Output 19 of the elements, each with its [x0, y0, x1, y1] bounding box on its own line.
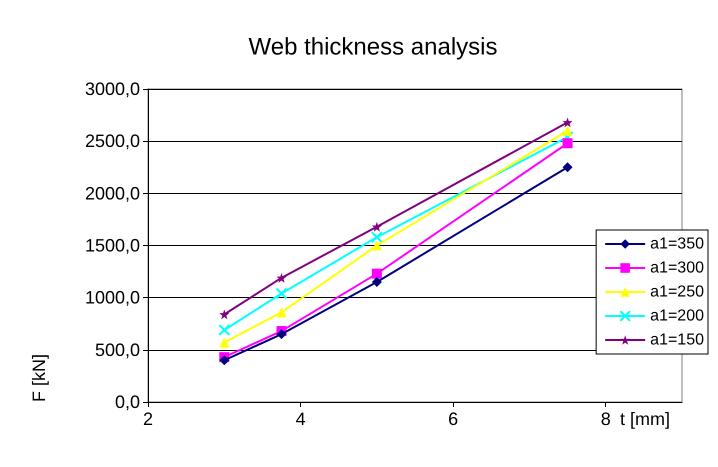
- y-tick-label: 3000,0: [84, 79, 140, 99]
- legend-label: a1=150: [650, 332, 704, 348]
- y-tick-label: 2500,0: [84, 131, 140, 152]
- chart-title: Web thickness analysis: [248, 34, 498, 60]
- y-tick-label: 0,0: [114, 392, 140, 412]
- y-tick-label: 2000,0: [84, 183, 140, 204]
- x-tick-label: 6: [448, 409, 458, 429]
- x-tick-label: 8: [600, 409, 611, 429]
- y-tick-label: 1000,0: [84, 288, 140, 308]
- legend-label: a1=200: [650, 308, 704, 324]
- y-axis-title: F [kN]: [29, 354, 49, 402]
- y-tick-label: 1500,0: [84, 236, 140, 256]
- legend-label: a1=250: [650, 284, 704, 300]
- y-tick-label: 500,0: [94, 340, 140, 360]
- x-tick-label: 2: [142, 409, 154, 429]
- legend-label: a1=300: [650, 260, 704, 276]
- x-axis-title: t [mm]: [620, 409, 670, 429]
- legend-label: a1=350: [650, 236, 704, 252]
- x-tick-label: 4: [296, 409, 306, 429]
